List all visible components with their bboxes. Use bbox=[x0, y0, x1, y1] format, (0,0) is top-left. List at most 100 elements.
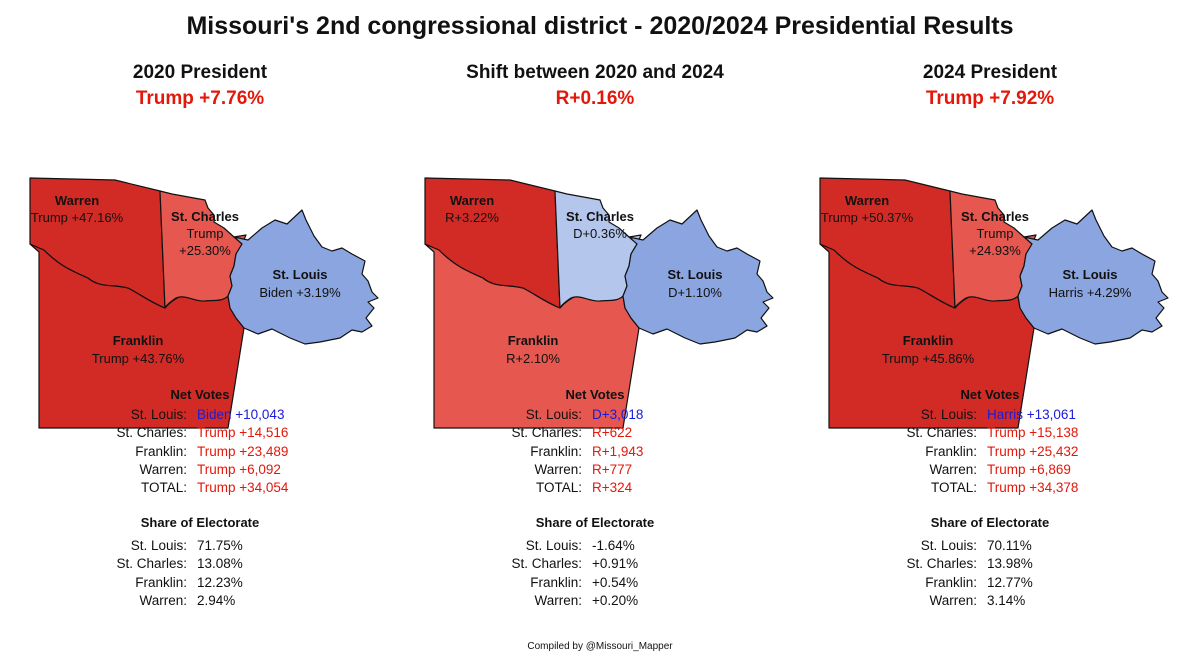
share-title: Share of Electorate bbox=[930, 515, 1050, 530]
row-value: 13.08% bbox=[197, 556, 243, 572]
district-map-svg: Warren R+3.22% St. Charles D+0.36% St. Louis… bbox=[424, 177, 774, 429]
share-list: St. Louis: 70.11% St. Charles: 13.98% Frankl… bbox=[790, 537, 1190, 610]
county-value-stlouis: D+1.10% bbox=[668, 285, 722, 300]
county-value-stlouis: Biden +3.19% bbox=[259, 285, 341, 300]
share-row: Warren: 2.94% bbox=[0, 592, 400, 610]
row-label: Warren: bbox=[139, 592, 187, 608]
row-value: D+3,018 bbox=[592, 407, 644, 422]
row-value: Trump +15,138 bbox=[987, 425, 1079, 441]
share-list: St. Louis: 71.75% St. Charles: 13.08% Frankl… bbox=[0, 537, 400, 610]
share-row: St. Charles: +0.91% bbox=[395, 555, 795, 573]
net-votes-row: Warren: Trump +6,092 bbox=[0, 461, 400, 479]
row-label: Warren: bbox=[929, 461, 977, 477]
share-list: St. Louis: -1.64% St. Charles: +0.91% Frankl… bbox=[395, 537, 795, 610]
row-value: R+324 bbox=[592, 480, 633, 496]
county-value-warren: R+3.22% bbox=[445, 210, 499, 225]
row-value: Trump +6,869 bbox=[987, 461, 1071, 477]
row-value: Trump +34,378 bbox=[987, 480, 1079, 496]
row-value: 70.11% bbox=[987, 538, 1032, 553]
row-label: St. Charles: bbox=[906, 556, 977, 572]
panel-margin: Trump +7.76% bbox=[135, 88, 265, 109]
county-stcharles bbox=[949, 190, 1037, 309]
county-label-stcharles: St. Charles bbox=[171, 209, 239, 224]
row-value: R+1,943 bbox=[592, 443, 644, 459]
row-value: 12.23% bbox=[197, 574, 243, 590]
row-label: Franklin: bbox=[530, 443, 582, 459]
credit-text: Compiled by @Missouri_Mapper bbox=[527, 641, 673, 652]
row-value: Trump +34,054 bbox=[197, 480, 289, 496]
net-votes-row: St. Louis: Harris +13,061 bbox=[790, 406, 1190, 424]
row-label: St. Charles: bbox=[116, 556, 187, 572]
net-votes-list: St. Louis: D+3,018 St. Charles: R+622 Frankl… bbox=[395, 406, 795, 497]
row-value: R+777 bbox=[592, 461, 633, 477]
county-label-stcharles: St. Charles bbox=[566, 209, 634, 224]
county-value-warren: Trump +47.16% bbox=[31, 210, 124, 225]
share-row: St. Charles: 13.08% bbox=[0, 555, 400, 573]
net-votes-row: TOTAL: R+324 bbox=[395, 479, 795, 497]
row-value: Harris +13,061 bbox=[987, 407, 1076, 422]
county-label-warren: Warren bbox=[450, 193, 494, 208]
panel-margin: Trump +7.92% bbox=[925, 88, 1055, 109]
net-votes-row: St. Charles: Trump +14,516 bbox=[0, 424, 400, 442]
county-label-stlouis: St. Louis bbox=[1063, 267, 1118, 282]
row-label: Franklin: bbox=[530, 574, 582, 590]
row-value: Trump +6,092 bbox=[197, 461, 281, 477]
row-value: 2.94% bbox=[197, 592, 236, 608]
share-row: St. Charles: 13.98% bbox=[790, 555, 1190, 573]
net-votes-row: TOTAL: Trump +34,378 bbox=[790, 479, 1190, 497]
net-votes-row: Warren: Trump +6,869 bbox=[790, 461, 1190, 479]
share-row: Warren: +0.20% bbox=[395, 592, 795, 610]
net-votes-row: TOTAL: Trump +34,054 bbox=[0, 479, 400, 497]
row-label: St. Charles: bbox=[906, 425, 977, 441]
row-label: Franklin: bbox=[925, 574, 977, 590]
net-votes-title: Net Votes bbox=[565, 387, 625, 402]
share-row: St. Louis: 70.11% bbox=[790, 537, 1190, 555]
county-value-franklin: R+2.10% bbox=[506, 351, 560, 366]
row-value: R+622 bbox=[592, 425, 633, 441]
county-value-franklin: Trump +43.76% bbox=[92, 351, 185, 366]
map-panel-1: 2020 President Trump +7.76% Warren Trump +4… bbox=[0, 58, 400, 618]
district-map: Warren Trump +50.37% St. Charles Trump +24.9… bbox=[790, 116, 1190, 441]
county-value-franklin: Trump +45.86% bbox=[882, 351, 975, 366]
row-label: St. Louis: bbox=[130, 407, 187, 422]
row-value: +0.20% bbox=[592, 592, 639, 608]
row-label: St. Louis: bbox=[130, 538, 187, 553]
row-label: St. Louis: bbox=[920, 407, 977, 422]
panel-title: Shift between 2020 and 2024 bbox=[466, 62, 724, 83]
county-label-warren: Warren bbox=[845, 193, 889, 208]
county-warren bbox=[424, 177, 561, 309]
net-votes-row: Franklin: R+1,943 bbox=[395, 443, 795, 461]
county-stlouis bbox=[1017, 209, 1169, 345]
net-votes-row: St. Charles: R+622 bbox=[395, 424, 795, 442]
panel-title: 2024 President bbox=[922, 62, 1058, 83]
net-votes-row: Franklin: Trump +25,432 bbox=[790, 443, 1190, 461]
row-value: Trump +25,432 bbox=[987, 443, 1079, 459]
panel-title: 2020 President bbox=[132, 62, 268, 83]
row-label: Warren: bbox=[534, 461, 582, 477]
net-votes-list: St. Louis: Harris +13,061 St. Charles: Trum… bbox=[790, 406, 1190, 497]
net-votes-list: St. Louis: Biden +10,043 St. Charles: Trump… bbox=[0, 406, 400, 497]
panel-margin: R+0.16% bbox=[555, 88, 635, 109]
net-votes-title: Net Votes bbox=[960, 387, 1020, 402]
county-stlouis bbox=[227, 209, 379, 345]
county-warren bbox=[29, 177, 166, 309]
row-label: Warren: bbox=[929, 592, 977, 608]
net-votes-row: St. Louis: D+3,018 bbox=[395, 406, 795, 424]
county-warren bbox=[819, 177, 956, 309]
county-value-stcharles: Trump bbox=[976, 226, 1013, 241]
row-label: Warren: bbox=[139, 461, 187, 477]
row-label: St. Louis: bbox=[525, 407, 582, 422]
row-value: Trump +14,516 bbox=[197, 425, 289, 441]
county-value-stcharles: D+0.36% bbox=[573, 226, 627, 241]
row-label: St. Charles: bbox=[511, 556, 582, 572]
row-label: Franklin: bbox=[135, 443, 187, 459]
district-map-svg: Warren Trump +47.16% St. Charles Trump +25.3… bbox=[29, 177, 379, 429]
row-label: TOTAL: bbox=[535, 480, 582, 496]
row-value: 13.98% bbox=[987, 556, 1033, 572]
share-row: Franklin: 12.23% bbox=[0, 574, 400, 592]
net-votes-row: Warren: R+777 bbox=[395, 461, 795, 479]
row-label: St. Louis: bbox=[525, 538, 582, 553]
net-votes-row: St. Charles: Trump +15,138 bbox=[790, 424, 1190, 442]
row-value: 71.75% bbox=[197, 538, 243, 553]
share-row: St. Louis: 71.75% bbox=[0, 537, 400, 555]
